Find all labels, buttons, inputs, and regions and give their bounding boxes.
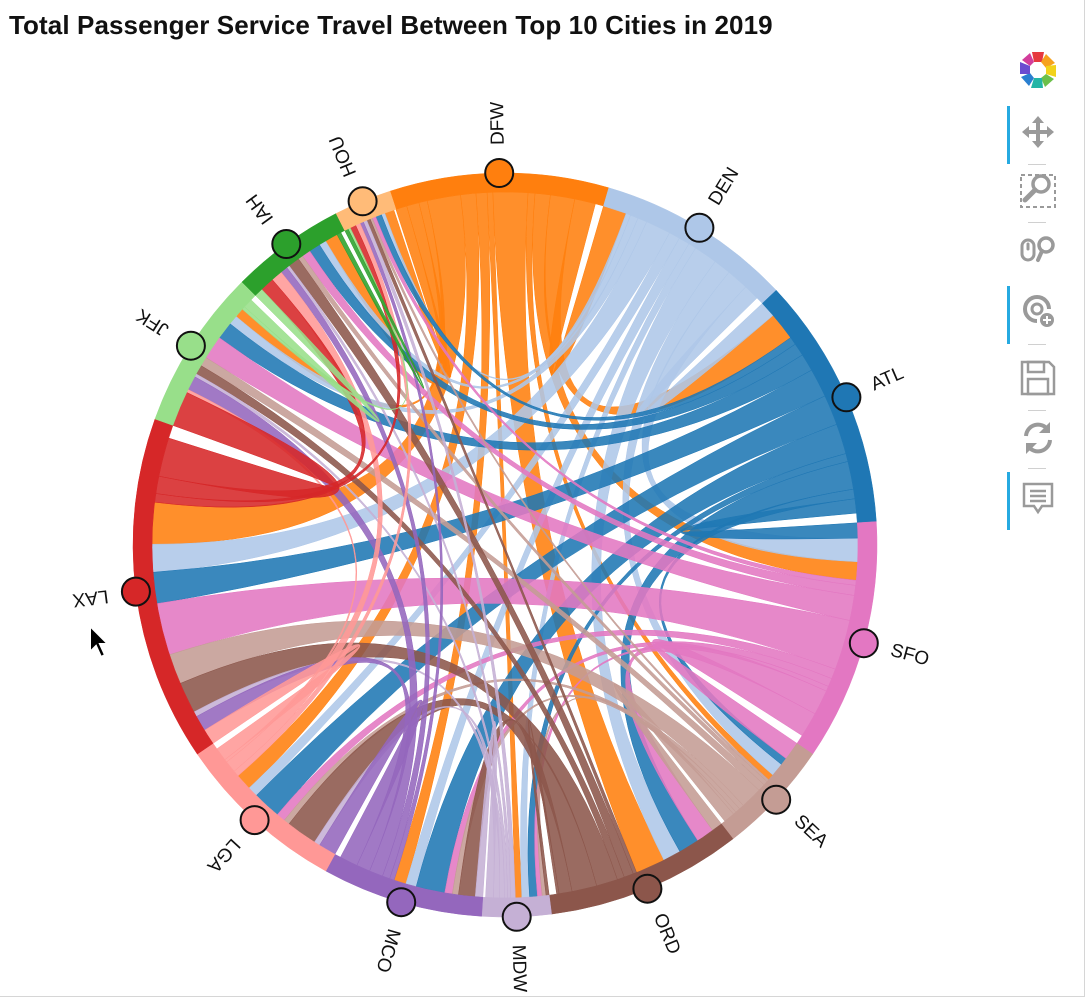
node-lga[interactable] xyxy=(239,805,270,836)
toolbar-separator xyxy=(1028,344,1046,345)
hover-tool[interactable] xyxy=(1007,472,1060,530)
node-atl[interactable] xyxy=(831,382,862,413)
pan-icon xyxy=(1022,116,1054,148)
node-label-lax: LAX xyxy=(71,585,110,610)
node-label-den: DEN xyxy=(705,164,744,209)
node-iah[interactable] xyxy=(271,229,302,259)
reset-icon xyxy=(1024,422,1052,454)
save-icon xyxy=(1020,360,1056,396)
wheel-zoom-tool[interactable] xyxy=(1016,230,1060,270)
node-sea[interactable] xyxy=(761,784,792,815)
node-label-dfw: DFW xyxy=(487,102,509,146)
node-label-ord: ORD xyxy=(649,910,685,957)
chord-plot[interactable]: DFW DEN ATL SFO SEA ORD MDW MCO LGA LAX JFK IAH HOU xyxy=(0,40,1000,995)
toolbar-separator xyxy=(1028,222,1046,223)
node-jfk[interactable] xyxy=(175,330,206,361)
node-label-atl: ATL xyxy=(868,363,907,396)
node-mdw[interactable] xyxy=(501,901,532,932)
node-sfo[interactable] xyxy=(848,628,879,659)
node-label-sea: SEA xyxy=(790,811,832,853)
chart-title: Total Passenger Service Travel Between T… xyxy=(9,10,773,40)
ribbon-layer xyxy=(151,191,859,899)
node-lax[interactable] xyxy=(120,576,151,607)
pan-tool[interactable] xyxy=(1007,106,1060,164)
bokeh-logo[interactable] xyxy=(1016,50,1060,90)
box-zoom-icon xyxy=(1020,174,1056,208)
wheel-zoom-icon xyxy=(1020,236,1055,262)
toolbar-separator xyxy=(1028,468,1046,469)
mouse-cursor-icon xyxy=(89,624,111,659)
node-label-lga: LGA xyxy=(203,834,244,876)
node-dfw[interactable] xyxy=(484,158,515,188)
node-label-mco: MCO xyxy=(371,926,404,974)
node-label-sfo: SFO xyxy=(888,640,931,671)
hover-icon xyxy=(1022,482,1054,515)
toolbar-separator xyxy=(1028,164,1046,165)
node-hou[interactable] xyxy=(347,186,378,217)
node-label-iah: IAH xyxy=(242,190,278,228)
save-tool[interactable] xyxy=(1016,358,1060,398)
arc-layer xyxy=(132,172,878,918)
reset-tool[interactable] xyxy=(1016,418,1060,458)
node-den[interactable] xyxy=(684,212,715,243)
tap-icon xyxy=(1023,295,1054,327)
toolbar-separator xyxy=(1028,410,1046,411)
node-ord[interactable] xyxy=(632,873,663,904)
node-label-mdw: MDW xyxy=(508,944,530,992)
node-label-jfk: JFK xyxy=(133,304,173,340)
toolbar xyxy=(1006,48,1066,538)
tap-tool[interactable] xyxy=(1007,286,1060,344)
bokeh-logo-icon xyxy=(1020,52,1056,88)
node-label-hou: HOU xyxy=(326,133,362,180)
box-zoom-tool[interactable] xyxy=(1016,170,1060,210)
node-mco[interactable] xyxy=(386,887,417,918)
